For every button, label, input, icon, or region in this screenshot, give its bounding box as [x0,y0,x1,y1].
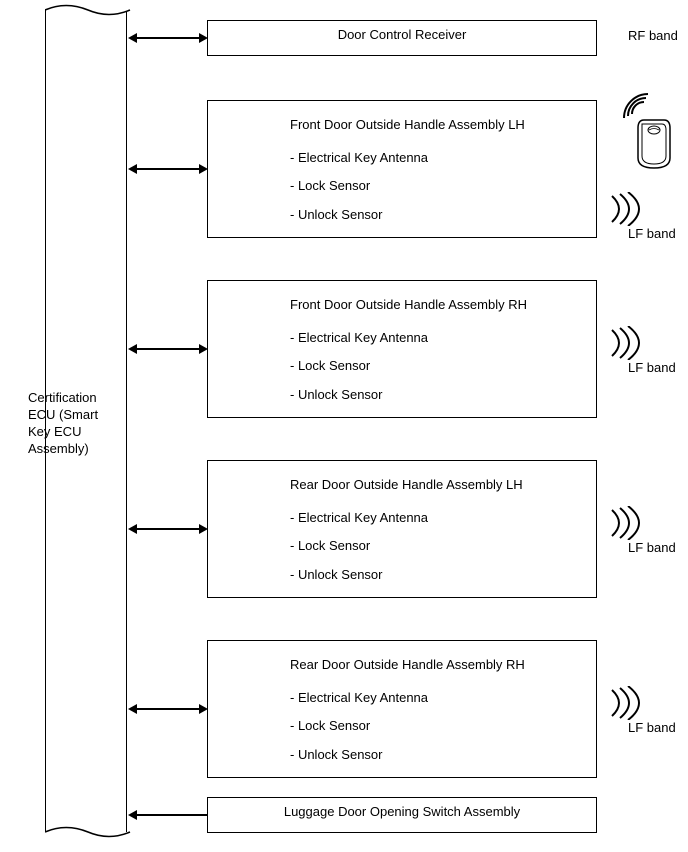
box-item: - Unlock Sensor [290,741,596,770]
wavy-edge-bottom [45,825,131,839]
lf-band-label: LF band [628,540,676,555]
arrow-left-icon [128,810,137,820]
arrow-right-icon [199,344,208,354]
box-item: - Electrical Key Antenna [290,504,596,533]
arrow-left-icon [128,344,137,354]
box-front-rh: Front Door Outside Handle Assembly RH - … [207,280,597,418]
arrow-right-icon [199,33,208,43]
box-content: Front Door Outside Handle Assembly RH - … [208,281,596,409]
lf-waves-icon [608,686,654,720]
box-title: Luggage Door Opening Switch Assembly [208,798,596,819]
lf-waves-icon [608,326,654,360]
box-item: - Electrical Key Antenna [290,684,596,713]
box-item: - Unlock Sensor [290,381,596,410]
connector-line [137,528,199,530]
diagram-canvas: Certification ECU (Smart Key ECU Assembl… [0,0,688,852]
box-title: Door Control Receiver [208,21,596,42]
rf-band-label: RF band [628,28,678,43]
rf-waves-icon [618,88,658,122]
arrow-left-icon [128,164,137,174]
lf-waves-icon [608,192,654,226]
connector-line [137,348,199,350]
box-item: - Unlock Sensor [290,561,596,590]
ecu-label: Certification ECU (Smart Key ECU Assembl… [28,390,113,458]
connector-line [137,168,199,170]
box-content: Rear Door Outside Handle Assembly RH - E… [208,641,596,769]
lf-band-label: LF band [628,360,676,375]
arrow-right-icon [199,164,208,174]
box-luggage: Luggage Door Opening Switch Assembly [207,797,597,833]
box-item: - Lock Sensor [290,172,596,201]
box-item: - Lock Sensor [290,712,596,741]
box-content: Front Door Outside Handle Assembly LH - … [208,101,596,229]
arrow-right-icon [199,704,208,714]
key-fob-icon [636,118,672,170]
box-heading: Front Door Outside Handle Assembly LH [290,111,596,140]
lf-waves-icon [608,506,654,540]
arrow-right-icon [199,524,208,534]
box-rear-lh: Rear Door Outside Handle Assembly LH - E… [207,460,597,598]
wavy-edge-top [45,3,131,17]
connector-line [137,37,199,39]
box-door-control-receiver: Door Control Receiver [207,20,597,56]
lf-band-label: LF band [628,720,676,735]
box-front-lh: Front Door Outside Handle Assembly LH - … [207,100,597,238]
box-item: - Electrical Key Antenna [290,144,596,173]
connector-line [137,708,199,710]
box-content: Rear Door Outside Handle Assembly LH - E… [208,461,596,589]
box-item: - Lock Sensor [290,532,596,561]
lf-band-label: LF band [628,226,676,241]
box-item: - Lock Sensor [290,352,596,381]
box-heading: Rear Door Outside Handle Assembly LH [290,471,596,500]
arrow-left-icon [128,33,137,43]
arrow-left-icon [128,524,137,534]
box-item: - Unlock Sensor [290,201,596,230]
box-heading: Rear Door Outside Handle Assembly RH [290,651,596,680]
box-rear-rh: Rear Door Outside Handle Assembly RH - E… [207,640,597,778]
connector-line [137,814,207,816]
box-heading: Front Door Outside Handle Assembly RH [290,291,596,320]
box-item: - Electrical Key Antenna [290,324,596,353]
arrow-left-icon [128,704,137,714]
